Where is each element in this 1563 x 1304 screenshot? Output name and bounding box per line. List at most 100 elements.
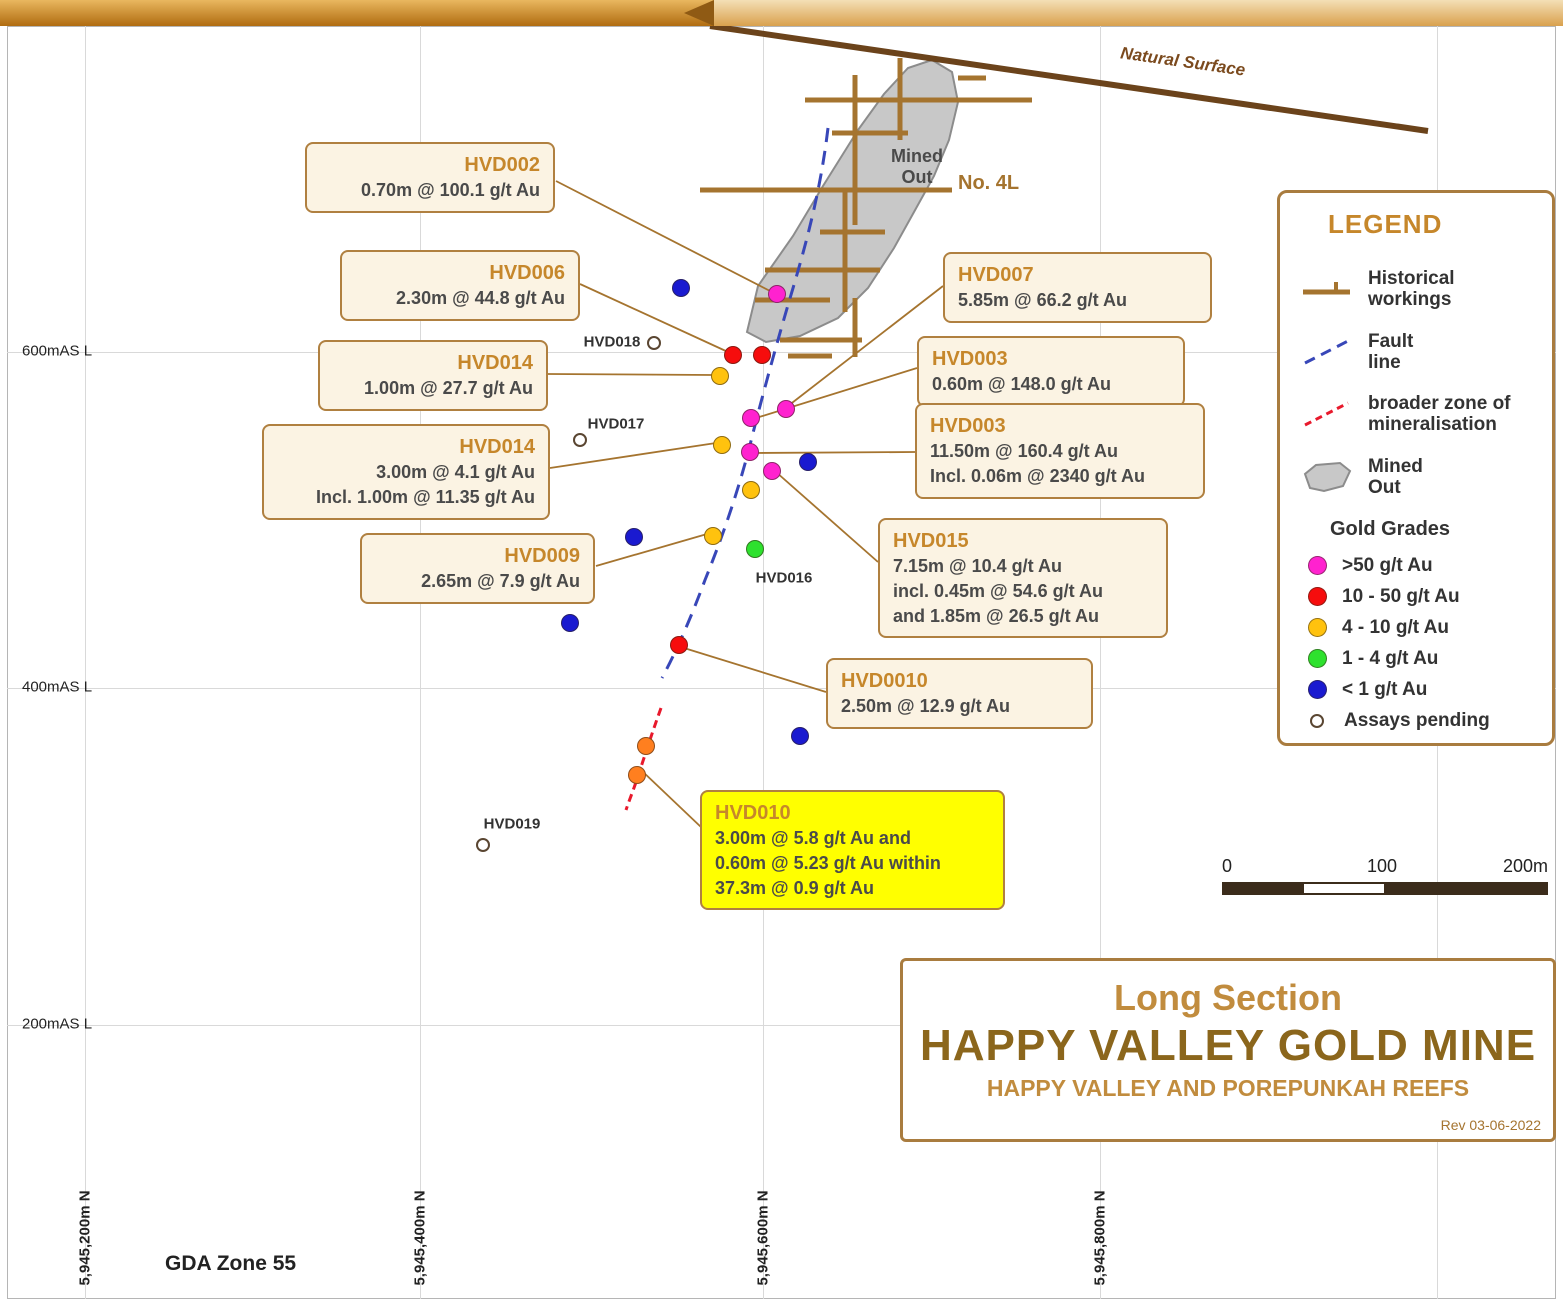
callout-assay-line: 2.30m @ 44.8 g/t Au [396,288,565,308]
title-block: Long Section HAPPY VALLEY GOLD MINE HAPP… [900,958,1556,1142]
scale-bar: 0 100 200m [1222,856,1548,895]
section-type-title: Long Section [1114,977,1342,1018]
callout-assay-line: 11.50m @ 160.4 g/t Au [930,441,1118,461]
historical-workings-lines [700,58,1032,359]
drill-intercept-pending [573,433,587,447]
scale-bar-labels: 0 100 200m [1222,856,1548,878]
drill-intercept-4_10 [704,527,722,545]
gold-grade-label: 1 - 4 g/t Au [1342,647,1439,669]
plot-frame [7,26,1556,1299]
callout-hole-id: HVD006 [489,262,565,284]
gold-grade-1_4: 1 - 4 g/t Au [1308,646,1552,671]
grid-line-northing [763,26,764,1299]
scale-tick-100: 100 [1366,856,1398,876]
callout-hole-id: HVD009 [504,545,580,567]
callout-assay-line: Incl. 0.06m @ 2340 g/t Au [930,465,1145,486]
legend-item-label: Historical workings [1368,268,1455,311]
legend-item-mined-out: Mined Out [1298,456,1544,499]
callout-hvd007: HVD007 5.85m @ 66.2 g/t Au [943,252,1212,323]
gold-grade-pending: Assays pending [1308,708,1552,733]
drill-intercept-4_10 [713,436,731,454]
legend-item-label: Fault line [1368,330,1414,373]
drill-intercept-pending [647,336,661,350]
callout-assay-line: 2.65m @ 7.9 g/t Au [421,571,580,591]
callout-assay-line: 3.00m @ 5.8 g/t Au and [715,828,911,848]
gold-grade-label: Assays pending [1344,709,1490,731]
gold-grade-label: 10 - 50 g/t Au [1342,585,1460,607]
grid-line-northing [85,26,86,1299]
gold-grade-4_10: 4 - 10 g/t Au [1308,615,1552,640]
drill-intercept-lt1 [672,279,690,297]
northing-axis-label: 5,945,600m N [754,1190,772,1286]
callout-hole-id: HVD003 [930,415,1006,437]
callout-assay-line: 7.15m @ 10.4 g/t Au [893,556,1062,576]
fault-line-icon [1298,337,1356,367]
drillhole-label: HVD019 [483,815,541,833]
mined-out-icon [1298,460,1356,494]
callout-hole-id: HVD015 [893,530,969,552]
assays-pending-icon [1310,713,1324,728]
drill-intercept-10_50 [724,346,742,364]
elevation-axis-label: 600mAS L [22,342,93,360]
callout-assay-line: 0.70m @ 100.1 g/t Au [361,180,540,200]
callout-assay-line: 2.50m @ 12.9 g/t Au [841,696,1010,716]
historical-workings-icon [1298,277,1356,301]
drill-intercept-1_4 [746,540,764,558]
natural-surface-line [709,23,1429,134]
drillhole-label: HVD018 [583,333,641,351]
scale-tick-200: 200m [1502,856,1548,876]
callout-assay-line: 3.00m @ 4.1 g/t Au [376,462,535,482]
elevation-axis-label: 400mAS L [22,678,93,696]
callout-hvd015: HVD015 7.15m @ 10.4 g/t Au incl. 0.45m @ 5… [878,518,1168,639]
legend-item-label: broader zone of mineralisation [1368,393,1511,436]
grid-line-elevation [7,688,1556,689]
drill-intercept-orange [637,737,655,755]
scale-segment [1384,884,1546,893]
legend-title: LEGEND [1328,209,1443,239]
callout-hvd002: HVD002 0.70m @ 100.1 g/t Au [305,142,555,213]
callout-hole-id: HVD007 [958,264,1034,286]
callout-hvd003: HVD003 0.60m @ 148.0 g/t Au [917,336,1185,407]
northing-axis-label: 5,945,800m N [1091,1190,1109,1286]
drill-intercept-orange [628,766,646,784]
callout-assay-line: Incl. 1.00m @ 11.35 g/t Au [316,486,535,507]
drillhole-label: HVD017 [587,415,645,433]
callout-hole-id: HVD014 [457,352,533,374]
legend-item-fault-line: Fault line [1298,331,1544,374]
drill-intercept-10_50 [670,636,688,654]
callout-assay-line: 5.85m @ 66.2 g/t Au [958,290,1127,310]
drill-intercept-gt50 [763,462,781,480]
grade-dot-icon [1308,618,1327,638]
northing-axis-label: 5,945,200m N [76,1190,94,1286]
gold-grade-label: 4 - 10 g/t Au [1342,616,1449,638]
callout-hole-id: HVD003 [932,348,1008,370]
scale-tick-0: 0 [1222,856,1233,876]
drill-intercept-lt1 [561,614,579,632]
drill-intercept-4_10 [742,481,760,499]
grid-line-elevation [7,1025,1556,1026]
elevation-axis-label: 200mAS L [22,1015,93,1033]
callout-hole-id: HVD014 [459,436,535,458]
grid-line-northing [1100,26,1101,1299]
callout-hvd014: HVD014 1.00m @ 27.7 g/t Au [318,340,548,411]
grade-dot-icon [1308,649,1327,669]
surface-band-left [0,0,714,26]
fault-line [660,127,830,679]
gold-grade-rows: >50 g/t Au 10 - 50 g/t Au 4 - 10 g/t Au 1 -… [1280,553,1552,733]
mine-name-title: HAPPY VALLEY GOLD MINE [919,1021,1537,1070]
callout-assay-line: incl. 0.45m @ 54.6 g/t Au [893,580,1103,601]
legend-items: Historical workings Fault line broader zon… [1280,268,1552,498]
drill-intercept-lt1 [791,727,809,745]
callout-hvd009: HVD009 2.65m @ 7.9 g/t Au [360,533,595,604]
drill-intercept-gt50 [741,443,759,461]
callout-assay-line: and 1.85m @ 26.5 g/t Au [893,605,1099,626]
callout-hvd014: HVD014 3.00m @ 4.1 g/t Au Incl. 1.00m @ 11… [262,424,550,520]
arrow-left-icon [684,0,714,26]
callout-hvd0010: HVD0010 2.50m @ 12.9 g/t Au [826,658,1093,729]
grid-line-elevation [7,352,1556,353]
drill-intercept-lt1 [799,453,817,471]
mineralisation-zone-icon [1298,399,1356,429]
callout-assay-line: 0.60m @ 148.0 g/t Au [932,374,1111,394]
